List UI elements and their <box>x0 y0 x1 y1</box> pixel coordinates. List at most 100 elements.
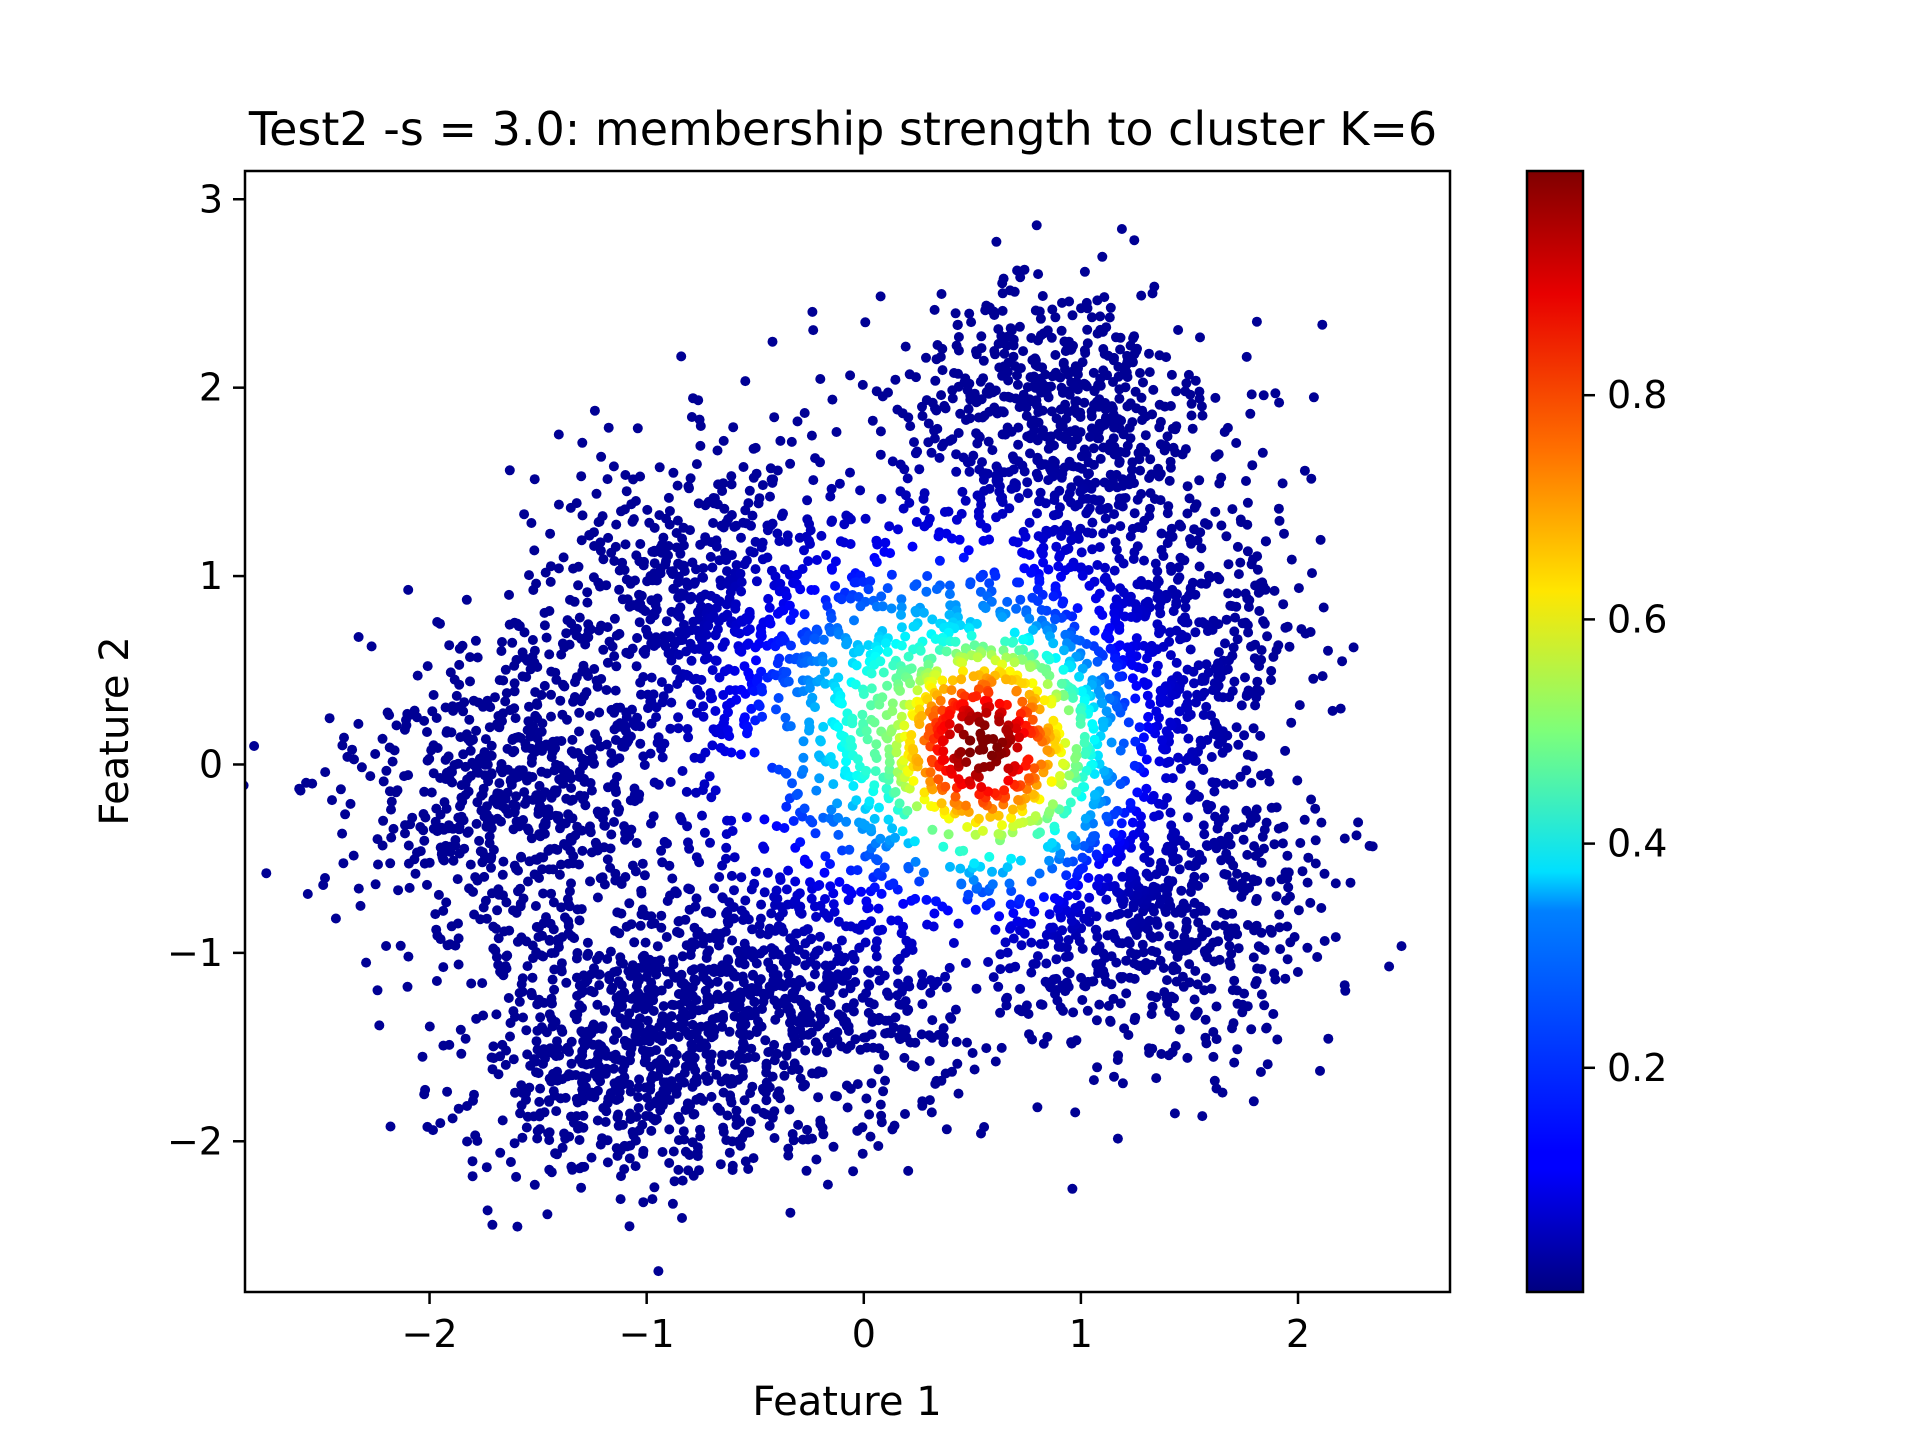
scatter-point <box>1015 983 1026 994</box>
scatter-point <box>402 981 413 992</box>
scatter-point <box>627 704 637 715</box>
scatter-point <box>572 948 583 958</box>
scatter-point <box>1224 956 1235 967</box>
scatter-point <box>589 405 600 416</box>
scatter-point <box>484 831 495 842</box>
scatter-point <box>1022 488 1033 499</box>
scatter-point <box>649 522 660 533</box>
scatter-point <box>787 1025 798 1036</box>
scatter-point <box>1251 976 1262 986</box>
scatter-point <box>649 1182 660 1193</box>
scatter-point <box>706 1091 717 1102</box>
scatter-point <box>1155 608 1166 619</box>
scatter-point <box>320 767 331 778</box>
scatter-point <box>1277 478 1288 489</box>
scatter-point <box>1278 599 1289 610</box>
scatter-point <box>899 1052 910 1063</box>
scatter-point <box>465 859 476 870</box>
scatter-point <box>538 852 549 863</box>
scatter-point <box>963 889 974 900</box>
scatter-point <box>1251 316 1262 327</box>
scatter-point <box>1232 541 1243 552</box>
scatter-point <box>347 744 358 755</box>
scatter-point <box>860 513 871 524</box>
scatter-point <box>1308 392 1319 403</box>
scatter-point <box>1022 477 1033 488</box>
scatter-point <box>1125 798 1136 808</box>
scatter-point <box>465 676 475 687</box>
scatter-point <box>444 1039 455 1050</box>
scatter-point <box>927 1015 938 1026</box>
scatter-point <box>395 940 406 951</box>
scatter-point <box>1189 994 1200 1005</box>
scatter-point <box>1105 911 1116 922</box>
scatter-point <box>785 1207 796 1218</box>
scatter-point <box>1014 493 1024 503</box>
scatter-point <box>695 440 706 451</box>
scatter-point <box>642 629 653 640</box>
scatter-point <box>1111 544 1122 555</box>
scatter-point <box>742 723 753 734</box>
scatter-point <box>1115 745 1126 756</box>
scatter-point <box>987 866 997 877</box>
scatter-point <box>757 480 768 491</box>
scatter-point <box>664 506 675 516</box>
scatter-point <box>1079 266 1090 277</box>
scatter-points <box>245 220 1450 1277</box>
scatter-point <box>553 563 564 574</box>
scatter-point <box>1042 1031 1053 1042</box>
scatter-point <box>1002 992 1013 1003</box>
scatter-point <box>1200 1014 1211 1025</box>
scatter-point <box>1127 817 1138 828</box>
scatter-point <box>900 341 911 352</box>
scatter-point <box>635 738 646 749</box>
scatter-point <box>1109 565 1120 576</box>
scatter-point <box>1242 749 1253 760</box>
scatter-point <box>508 1054 519 1065</box>
scatter-point <box>750 1052 761 1063</box>
scatter-point <box>807 692 818 703</box>
scatter-point <box>638 1197 649 1208</box>
scatter-point <box>1057 387 1068 398</box>
scatter-point <box>1116 818 1127 829</box>
scatter-point <box>592 1115 603 1126</box>
scatter-point <box>839 519 850 530</box>
scatter-point <box>451 690 462 701</box>
scatter-point <box>1207 777 1218 788</box>
scatter-point <box>1315 534 1326 545</box>
scatter-point <box>580 800 591 811</box>
scatter-point <box>691 893 702 904</box>
scatter-point <box>735 749 746 760</box>
scatter-point <box>1127 523 1138 534</box>
scatter-point <box>1197 410 1208 421</box>
scatter-point <box>826 613 837 624</box>
scatter-point <box>1182 508 1193 519</box>
scatter-point <box>1159 445 1170 456</box>
scatter-point <box>624 1079 635 1090</box>
scatter-point <box>1080 813 1091 824</box>
scatter-point <box>401 720 412 731</box>
scatter-point <box>1079 397 1090 408</box>
scatter-point <box>516 851 527 862</box>
scatter-point <box>1012 379 1023 390</box>
scatter-point <box>619 987 630 998</box>
scatter-point <box>720 926 731 937</box>
scatter-point <box>1165 650 1176 661</box>
scatter-point <box>1145 503 1155 514</box>
scatter-point <box>1292 775 1303 786</box>
scatter-point <box>1169 1108 1180 1119</box>
scatter-point <box>468 886 478 897</box>
scatter-point <box>1024 517 1035 528</box>
scatter-point <box>632 712 643 723</box>
scatter-point <box>886 603 897 614</box>
scatter-point <box>981 523 992 533</box>
scatter-point <box>557 1142 568 1153</box>
scatter-point <box>1024 613 1035 624</box>
scatter-point <box>909 836 920 847</box>
scatter-point <box>740 895 751 906</box>
scatter-point <box>744 624 755 635</box>
scatter-point <box>527 635 538 645</box>
scatter-point <box>1089 625 1100 636</box>
scatter-point <box>1104 482 1115 493</box>
scatter-point <box>1088 367 1099 378</box>
